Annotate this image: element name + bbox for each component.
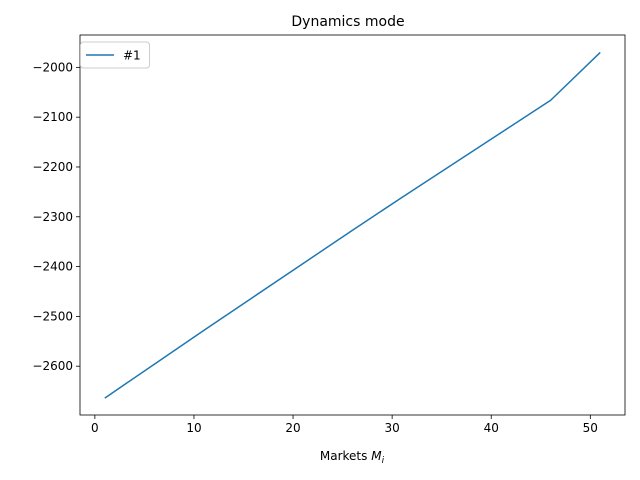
legend: #1 (80, 41, 150, 69)
axes-frame (79, 34, 626, 416)
x-tick-label: 20 (285, 421, 300, 435)
x-axis-label: Markets Mi (320, 449, 385, 466)
y-tick-label: −2300 (32, 210, 73, 224)
x-axis: 0 10 20 30 40 50 (91, 415, 598, 435)
x-tick-label: 30 (384, 421, 399, 435)
y-tick-label: −2600 (32, 359, 73, 373)
legend-label-series-1: #1 (123, 49, 141, 63)
chart-title: Dynamics mode (291, 14, 404, 30)
x-tick-label: 50 (583, 421, 598, 435)
plot-area (104, 51, 601, 399)
x-tick-label: 0 (91, 421, 99, 435)
x-tick-label: 40 (484, 421, 499, 435)
x-tick-label: 10 (186, 421, 201, 435)
y-tick-label: −2200 (32, 160, 73, 174)
y-tick-label: −2000 (32, 60, 73, 74)
y-tick-label: −2100 (32, 110, 73, 124)
y-tick-label: −2500 (32, 309, 73, 323)
series-line-1 (104, 51, 601, 399)
y-axis: −2600 −2500 −2400 −2300 −2200 −2100 −2000 (32, 60, 80, 373)
y-tick-label: −2400 (32, 260, 73, 274)
legend-frame (80, 41, 150, 69)
